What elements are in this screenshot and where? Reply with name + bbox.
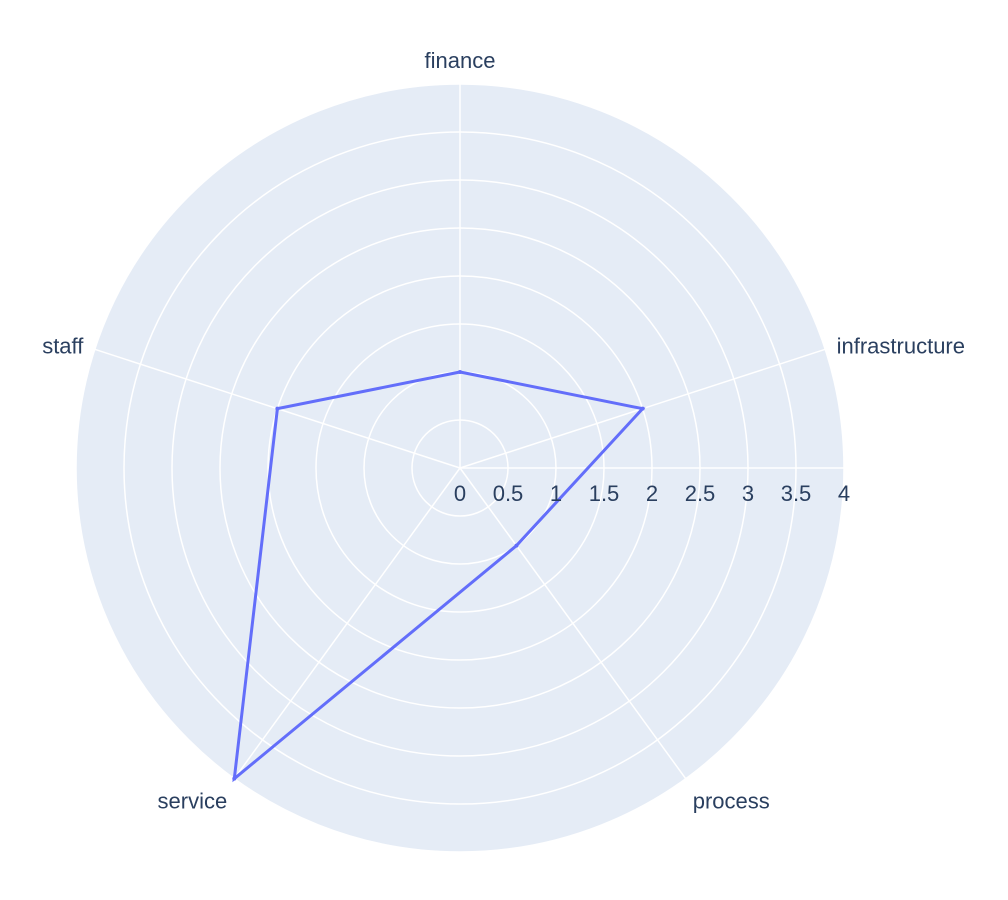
category-label-finance: finance (425, 48, 496, 73)
radial-tick-label: 3 (742, 481, 754, 506)
data-point-infrastructure (640, 406, 645, 411)
data-point-staff (275, 406, 280, 411)
category-labels: finance infrastructure process service staff (42, 48, 965, 813)
category-label-process: process (693, 788, 770, 813)
spoke-process (459, 467, 687, 780)
category-label-staff: staff (42, 334, 84, 359)
radial-tick-label: 1 (550, 481, 562, 506)
radial-tick-label: 0 (454, 481, 466, 506)
spoke-service (233, 467, 461, 780)
data-point-finance (458, 370, 462, 374)
data-point-process (514, 543, 519, 548)
category-label-service: service (158, 788, 228, 813)
radial-tick-label: 1.5 (589, 481, 620, 506)
radial-tick-label: 2.5 (685, 481, 716, 506)
radial-tick-label: 0.5 (493, 481, 524, 506)
radial-tick-label: 4 (838, 481, 850, 506)
radial-tick-label: 2 (646, 481, 658, 506)
series-line-0 (232, 370, 646, 783)
radial-tick-labels: 0 0.5 1 1.5 2 2.5 3 3.5 4 (454, 481, 850, 506)
series-layer (232, 370, 646, 783)
radial-tick-label: 3.5 (781, 481, 812, 506)
category-label-infrastructure: infrastructure (837, 334, 965, 359)
data-point-service (232, 776, 237, 781)
